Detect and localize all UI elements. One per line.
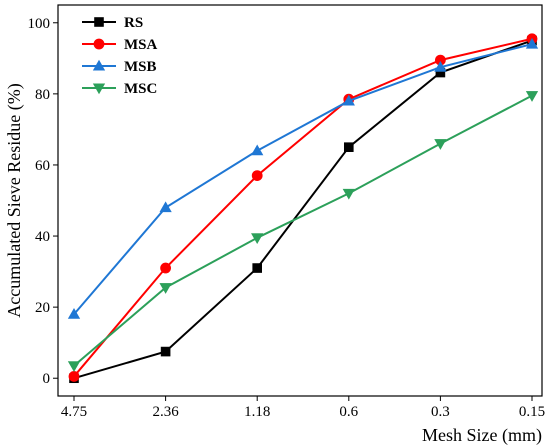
data-point-msc-0-6 xyxy=(342,188,355,200)
y-tick-label: 40 xyxy=(35,229,50,245)
legend-item-rs: RS xyxy=(82,15,143,31)
data-point-rs-0-6 xyxy=(343,142,354,152)
data-point-msa-1-18 xyxy=(251,170,263,182)
x-tick-label: 0.6 xyxy=(339,404,358,420)
data-point-msb-0-15 xyxy=(525,37,539,49)
legend-label-msc: MSC xyxy=(124,81,157,97)
legend: RS MSA MSB MSC xyxy=(82,15,158,97)
series-msc xyxy=(67,91,539,373)
data-point-msc-4-75 xyxy=(67,361,81,373)
data-point-msb-1-18 xyxy=(251,144,264,156)
y-tick-label: 0 xyxy=(43,371,51,387)
legend-marker-msa xyxy=(93,38,105,50)
series-msa xyxy=(68,33,538,382)
legend-item-msa: MSA xyxy=(82,37,158,53)
series-line-msa xyxy=(73,37,533,378)
y-tick-label: 60 xyxy=(35,158,50,174)
legend-marker-rs xyxy=(94,17,104,27)
series-line-msc xyxy=(73,94,533,367)
data-point-msa-2-36 xyxy=(160,262,171,274)
y-tick-label: 20 xyxy=(35,300,50,316)
plot-frame xyxy=(57,4,543,397)
legend-label-rs: RS xyxy=(124,15,143,31)
legend-item-msb: MSB xyxy=(82,59,157,75)
y-tick-label: 100 xyxy=(28,16,51,32)
data-point-msb-0-6 xyxy=(342,94,355,106)
data-point-msb-0-3 xyxy=(434,60,447,72)
plot-area xyxy=(57,4,543,397)
x-tick-label: 4.75 xyxy=(61,404,87,420)
y-axis-title: Accumulated Sieve Residue (%) xyxy=(4,83,25,317)
x-tick-label: 0.15 xyxy=(519,404,545,420)
x-tick-label: 0.3 xyxy=(431,404,450,420)
data-point-msa-4-75 xyxy=(68,371,80,382)
legend-label-msa: MSA xyxy=(124,37,158,53)
legend-marker-msb xyxy=(92,59,106,71)
data-point-msc-2-36 xyxy=(159,283,172,294)
x-axis-title: Mesh Size (mm) xyxy=(422,425,542,446)
x-axis: 4.75 2.36 1.18 0.6 0.3 0.15 xyxy=(61,396,545,420)
data-point-msc-1-18 xyxy=(251,233,264,245)
series-group xyxy=(67,33,539,384)
data-point-rs-1-18 xyxy=(252,263,262,273)
y-tick-label: 80 xyxy=(35,87,50,103)
data-point-msb-2-36 xyxy=(159,201,172,213)
data-point-rs-2-36 xyxy=(160,346,171,357)
y-axis: 0 20 40 60 80 100 xyxy=(28,16,58,387)
x-tick-label: 2.36 xyxy=(152,404,179,420)
data-point-msb-4-75 xyxy=(67,308,81,319)
legend-item-msc: MSC xyxy=(82,81,157,97)
series-msb xyxy=(67,37,539,319)
legend-label-msb: MSB xyxy=(124,59,157,75)
series-line-msb xyxy=(73,43,533,315)
data-point-msc-0-15 xyxy=(525,91,539,102)
legend-marker-msc xyxy=(92,83,106,95)
series-line-rs xyxy=(73,39,533,380)
data-point-msc-0-3 xyxy=(434,139,447,150)
x-tick-label: 1.18 xyxy=(244,404,270,420)
